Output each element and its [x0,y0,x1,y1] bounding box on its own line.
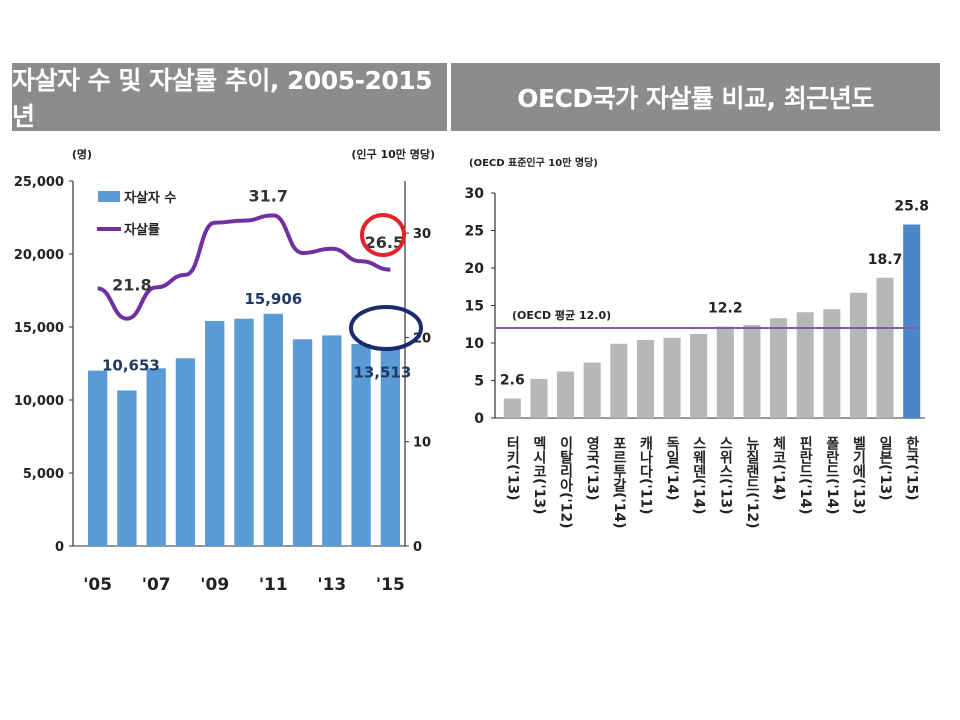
oecd-category-label: 일본('13) [877,436,893,501]
left-y-tick-label: 25,000 [14,175,64,190]
oecd-country-bar [849,292,867,418]
left-axis-unit: (명) [72,147,92,161]
legend-line-label: 자살률 [124,222,160,238]
oecd-country-bar [716,326,734,418]
count-bar [87,370,108,546]
rate-data-label: 21.8 [112,276,151,295]
oecd-country-bar [663,337,681,418]
oecd-category-label: 독일('14) [664,436,680,501]
right-chart-y-tick-label: 5 [474,374,484,390]
oecd-category-label: 스위스('13) [717,436,733,515]
legend-bar-swatch [98,191,120,202]
oecd-data-label: 18.7 [868,252,903,268]
right-chart-title: OECD국가 자살률 비교, 최근년도 [451,63,940,131]
left-y-tick-label: 0 [55,540,64,555]
right-chart-y-tick-label: 25 [465,224,484,240]
count-bar [263,313,283,546]
right-chart-y-tick-label: 0 [474,411,484,427]
left-chart-title: 자살자 수 및 자살률 추이, 2005-2015년 [12,63,447,131]
count-bar [292,339,313,546]
left-x-tick-label: '07 [142,575,171,595]
right-y-tick-label: 10 [413,436,431,451]
left-x-tick-label: '09 [200,575,229,595]
oecd-category-label: 벨기에('13) [850,436,866,515]
count-bar [351,343,371,546]
left-y-tick-label: 15,000 [14,321,64,336]
header-divider [447,63,451,131]
oecd-category-label: 영국('13) [584,435,600,500]
oecd-data-label: 2.6 [500,373,525,389]
oecd-country-bar [530,379,548,418]
count-bar [146,368,166,546]
oecd-average-label: (OECD 평균 12.0) [512,308,611,322]
oecd-category-label: 캐나다('11) [637,436,653,515]
oecd-category-label: 이탈리아('12) [558,435,574,528]
oecd-country-bar [796,312,814,418]
oecd-category-label: 터키('13) [504,436,520,501]
right-axis-unit: (인구 10만 명당) [351,147,435,161]
rate-line [97,213,391,321]
oecd-country-bar [636,340,654,418]
oecd-category-label: 뉴질랜드('12) [744,436,760,529]
count-bar [380,348,401,546]
count-data-label: 10,653 [102,356,160,374]
oecd-category-label: 포르투갈('14) [611,436,627,529]
rate-highlight-circle [360,213,406,257]
oecd-country-bar [743,325,761,418]
oecd-category-label: 폴란드('14) [824,436,840,515]
right-chart-y-tick-label: 20 [465,261,485,277]
count-bar [205,320,225,546]
oecd-country-bar [610,343,628,418]
oecd-data-label: 12.2 [708,301,743,317]
count-bar [175,358,196,546]
rate-data-label: 31.7 [249,186,288,205]
oecd-category-label: 한국('15) [904,436,920,501]
right-chart-unit: (OECD 표준인구 10만 명당) [469,156,598,169]
left-x-tick-label: '11 [259,575,288,595]
oecd-country-bar [823,309,841,418]
count-bar [322,335,342,546]
oecd-country-bar [903,224,921,418]
oecd-data-label: 25.8 [894,199,929,215]
rate-data-label: 26.5 [365,233,404,252]
oecd-category-label: 멕시코('13) [531,435,547,514]
left-x-tick-label: '13 [317,575,346,595]
count-bar [234,318,254,546]
right-y-tick-label: 30 [413,227,431,242]
oecd-country-bar [557,371,575,418]
oecd-category-label: 스웨덴('14) [691,436,707,515]
left-y-tick-label: 20,000 [14,248,64,263]
oecd-country-bar [770,318,788,418]
left-y-tick-label: 10,000 [14,394,64,409]
right-chart-y-tick-label: 15 [465,299,484,315]
right-chart-y-tick-label: 10 [465,336,485,352]
right-chart-y-tick-label: 30 [465,186,485,202]
count-data-label: 13,513 [353,364,411,382]
oecd-country-bar [876,277,894,418]
right-y-tick-label: 0 [413,540,422,555]
oecd-country-bar [503,398,521,418]
oecd-country-bar [690,334,708,418]
count-highlight-circle [349,305,423,351]
left-x-tick-label: '15 [376,575,405,595]
oecd-category-label: 체코('14) [771,436,787,501]
count-data-label: 15,906 [244,290,302,308]
left-y-tick-label: 5,000 [23,467,64,482]
legend-bar-label: 자살자 수 [124,190,176,206]
left-x-tick-label: '05 [83,575,112,595]
oecd-category-label: 핀란드('14) [797,436,813,515]
oecd-country-bar [583,362,601,418]
count-bar [117,390,137,546]
